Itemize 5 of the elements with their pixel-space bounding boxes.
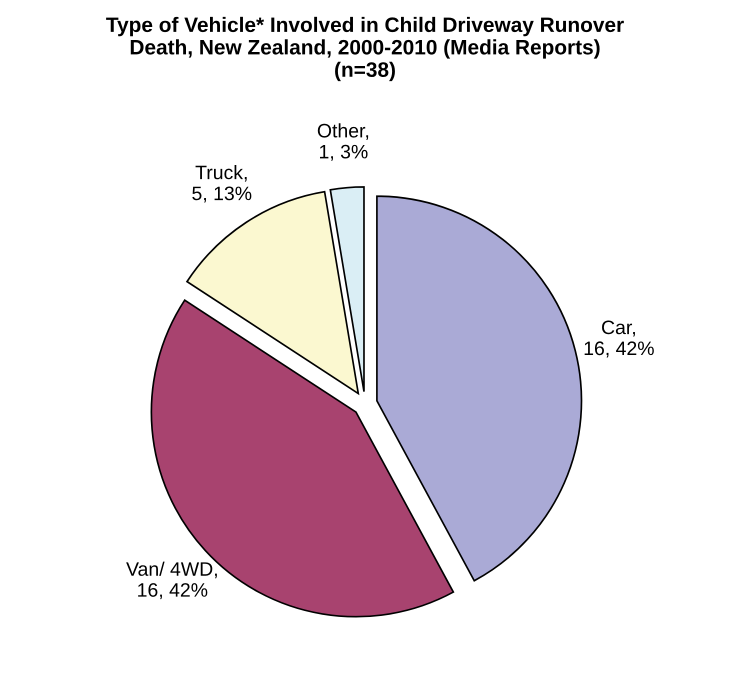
slice-label: Other, 1, 3% xyxy=(318,123,368,161)
slice-label: Truck, 5, 13% xyxy=(192,165,252,203)
slice-label: Van/ 4WD, 16, 42% xyxy=(126,562,217,600)
slice-label: Car, 16, 42% xyxy=(584,320,654,358)
chart-title: Type of Vehicle* Involved in Child Driveway Runover Death, New Zealand, 2000-2010 (Media Reports) (n=38) xyxy=(106,16,624,82)
